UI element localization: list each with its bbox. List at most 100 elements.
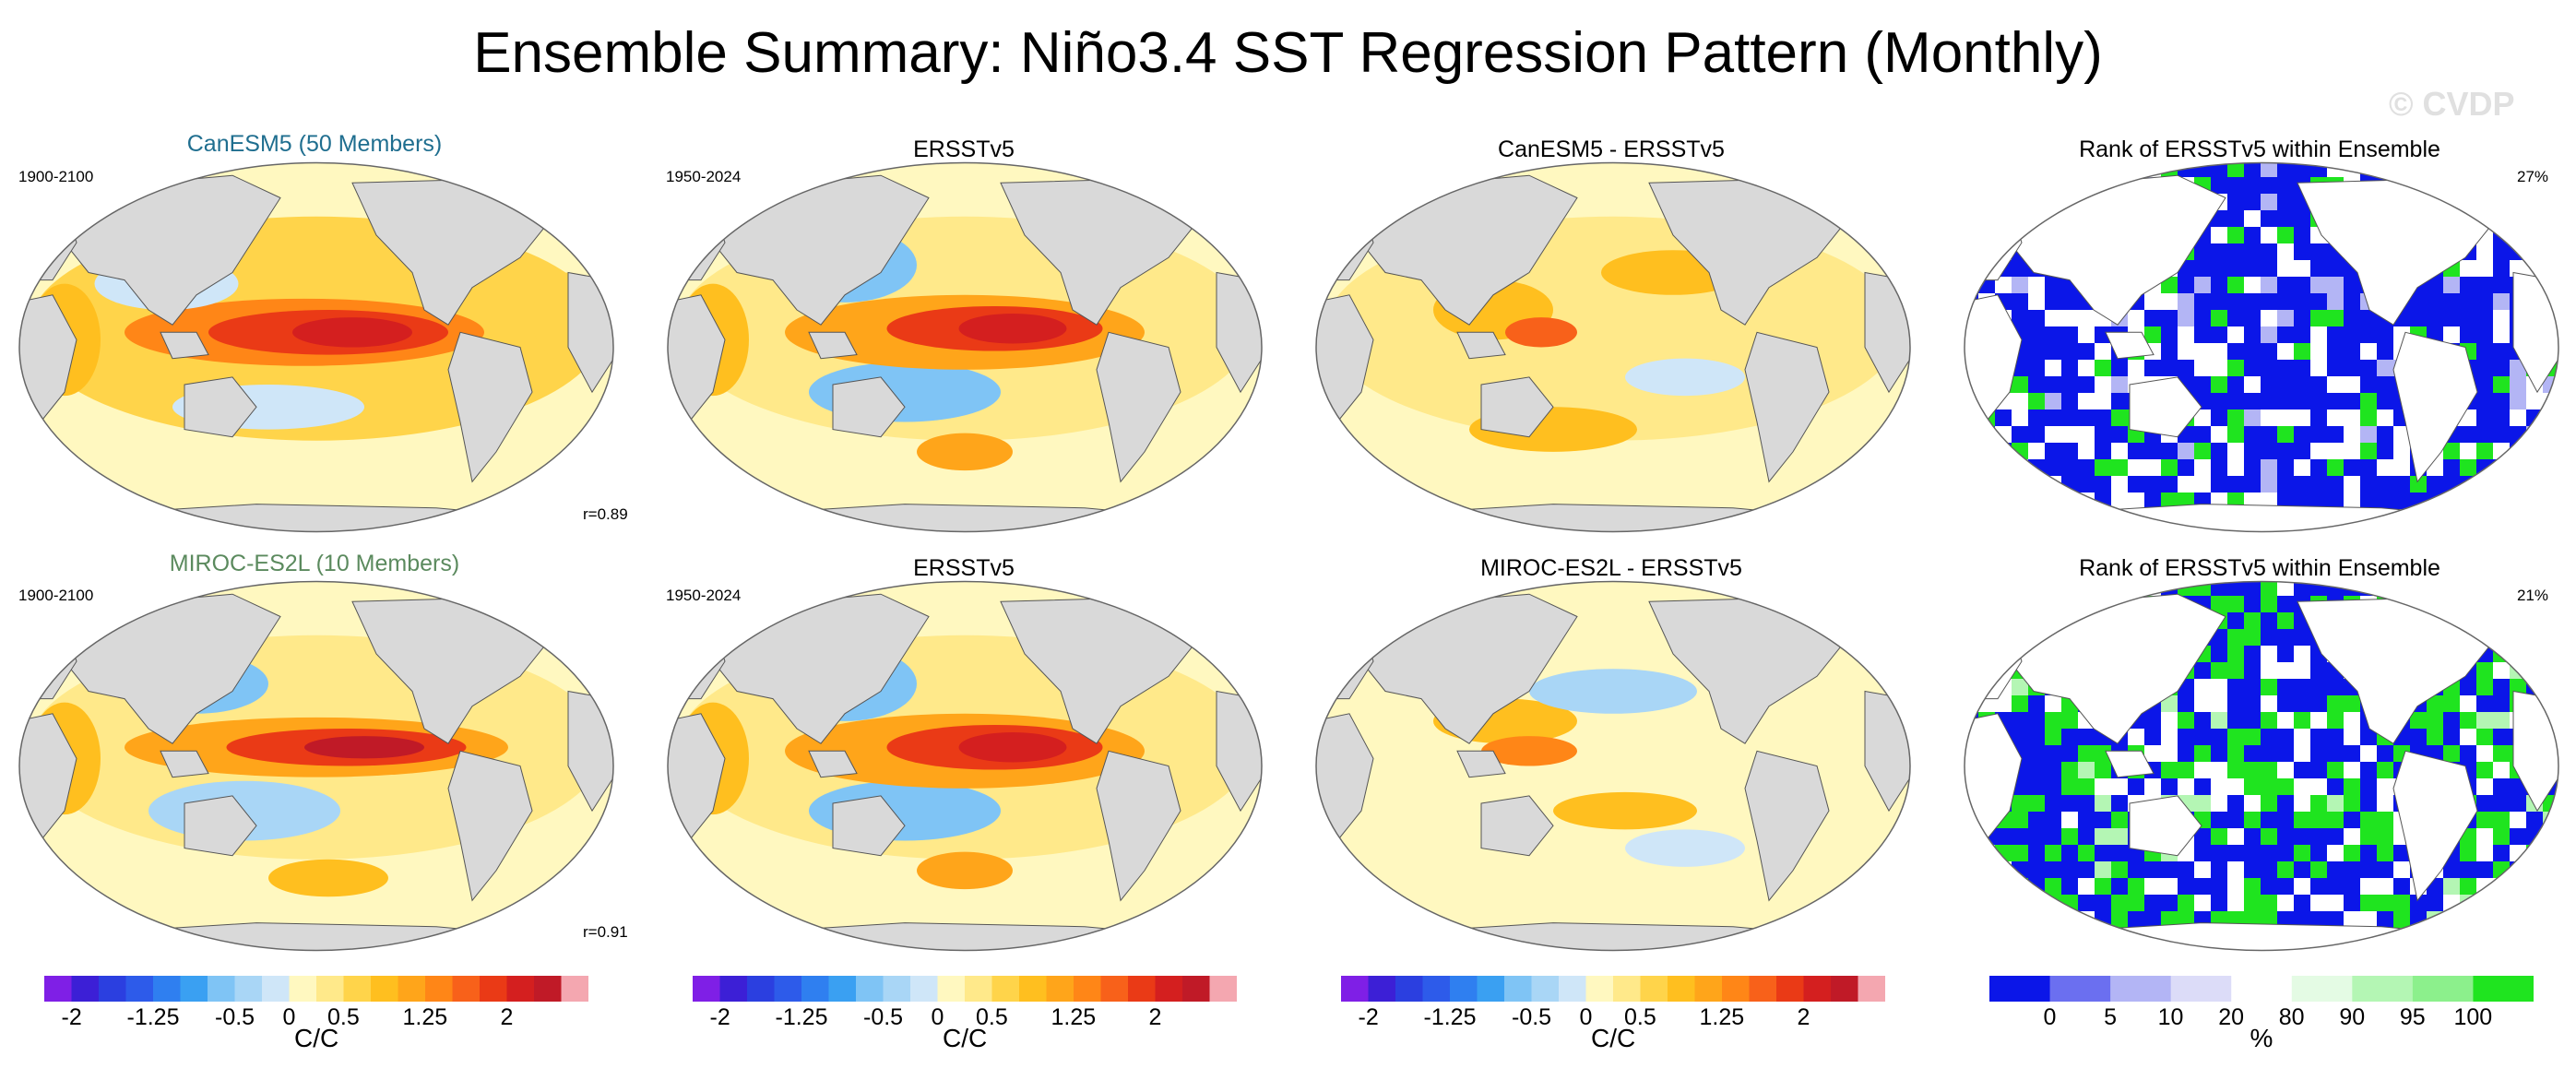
- rank-cell: [2078, 878, 2095, 895]
- rank-cell: [2261, 194, 2277, 210]
- rank-cell: [2194, 895, 2211, 911]
- rank-cell: [2294, 861, 2310, 878]
- rank-cell: [2510, 861, 2526, 878]
- rank-cell: [2277, 476, 2294, 493]
- rank-cell: [2277, 911, 2294, 928]
- rank-cell: [1965, 944, 1978, 951]
- rank-cell: [2028, 194, 2045, 210]
- rank-cell: [2012, 476, 2028, 493]
- rank-cell: [2327, 861, 2344, 878]
- colorbar-swatch: [2352, 976, 2414, 1002]
- rank-cell: [2493, 612, 2510, 629]
- rank-cell: [2227, 695, 2244, 712]
- field-layer: [668, 581, 1263, 951]
- rank-cell: [2261, 581, 2277, 596]
- rank-cell: [2310, 426, 2327, 443]
- rank-cell: [2543, 443, 2559, 459]
- rank-cell: [2327, 812, 2344, 828]
- rank-cell: [2344, 277, 2360, 293]
- rank-cell: [1965, 861, 1978, 878]
- rank-cell: [2144, 911, 2161, 928]
- rank-cell: [2526, 443, 2543, 459]
- field-contour-2: [1505, 317, 1577, 348]
- rank-cell: [2211, 662, 2227, 679]
- rank-cell: [2261, 493, 2277, 509]
- rank-cell: [2460, 194, 2476, 210]
- rank-cell: [2078, 828, 2095, 845]
- rank-cell: [2460, 745, 2476, 762]
- rank-cell: [2244, 459, 2261, 476]
- rank-cell: [2310, 393, 2327, 409]
- rank-cell: [1995, 493, 2012, 509]
- rank-cell: [2559, 895, 2561, 911]
- colorbar-swatch: [1395, 976, 1423, 1002]
- rank-cell: [2244, 476, 2261, 493]
- rank-cell: [2377, 778, 2393, 795]
- rank-cell: [2277, 581, 2294, 596]
- map-outline: [1964, 161, 2559, 533]
- rank-cell: [2493, 393, 2510, 409]
- rank-percent-2: 21%: [2517, 587, 2549, 604]
- rank-cell: [2261, 326, 2277, 343]
- rank-cell: [2277, 194, 2294, 210]
- rank-cell: [2161, 729, 2178, 745]
- colorbar-swatch: [398, 976, 426, 1002]
- rank-cell: [2178, 762, 2194, 778]
- colorbar-tick-label: 0.5: [327, 1004, 360, 1030]
- rank-cell: [2211, 596, 2227, 612]
- colorbar-swatch: [2412, 976, 2474, 1002]
- rank-cell: [2095, 409, 2111, 426]
- rank-cell: [2277, 778, 2294, 795]
- rank-cell: [2277, 695, 2294, 712]
- rank-cell: [2211, 812, 2227, 828]
- rank-cell: [2393, 944, 2410, 951]
- rank-cell: [1978, 243, 1995, 260]
- rank-cell: [2559, 293, 2561, 310]
- rank-cell: [2012, 162, 2028, 177]
- rank-cell: [1965, 409, 1978, 426]
- colorbar-tick-label: 95: [2399, 1004, 2426, 1030]
- rank-cell: [2510, 629, 2526, 646]
- rank-cell: [2194, 828, 2211, 845]
- rank-cell: [2012, 729, 2028, 745]
- rank-cell: [2510, 194, 2526, 210]
- colorbar-swatch: [71, 976, 100, 1002]
- rank-cell: [2012, 828, 2028, 845]
- rank-cell: [2111, 861, 2128, 878]
- rank-cell: [2161, 343, 2178, 360]
- rank-cell: [1995, 194, 2012, 210]
- rank-cell: [2310, 762, 2327, 778]
- rank-cell: [2310, 745, 2327, 762]
- rank-cell: [2543, 646, 2559, 662]
- figure-title: Ensemble Summary: Niño3.4 SST Regression…: [473, 21, 2103, 85]
- rank-cell: [2526, 646, 2543, 662]
- rank-cell: [2178, 293, 2194, 310]
- field-layer: [1316, 162, 1911, 532]
- rank-cell: [2061, 426, 2078, 443]
- land-antarctica: [1372, 504, 1854, 532]
- rank-cell: [2161, 493, 2178, 509]
- rank-cell: [2310, 778, 2327, 795]
- rank-cell: [2427, 476, 2443, 493]
- rank-cell: [2078, 509, 2095, 526]
- rank-cell: [2261, 778, 2277, 795]
- rank-cell: [1978, 227, 1995, 243]
- land-africa: [19, 294, 77, 423]
- rank-cell: [2194, 260, 2211, 277]
- rank-cell: [2360, 376, 2377, 393]
- rank-cell: [2227, 828, 2244, 845]
- rank-cell: [2460, 845, 2476, 861]
- rank-cell: [2526, 194, 2543, 210]
- rank-cell: [2277, 443, 2294, 459]
- rank-cell: [2128, 526, 2144, 532]
- rank-cell: [2493, 944, 2510, 951]
- rank-cell: [2393, 581, 2410, 596]
- rank-cell: [2559, 695, 2561, 712]
- field-contour-3: [1529, 669, 1697, 714]
- rank-cell: [2194, 778, 2211, 795]
- rank-cell: [2028, 762, 2045, 778]
- rank-cell: [2543, 459, 2559, 476]
- map-outline: [1315, 161, 1911, 533]
- rank-cell: [2277, 612, 2294, 629]
- rank-cell: [2310, 828, 2327, 845]
